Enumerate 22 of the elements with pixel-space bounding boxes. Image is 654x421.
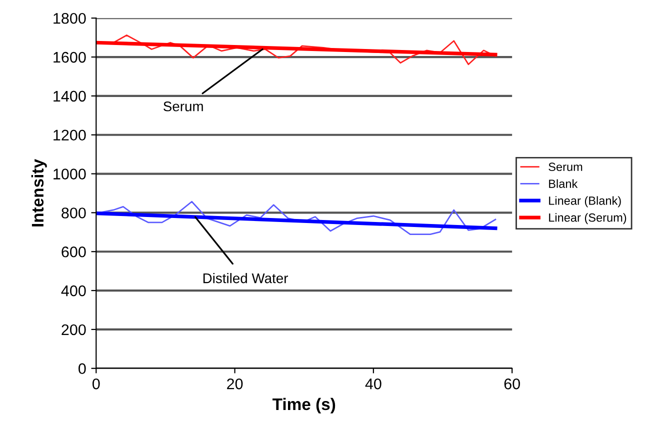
y-tick-label: 0	[78, 363, 86, 374]
y-tick-label: 1200	[54, 130, 86, 141]
y-tick-label: 1800	[54, 12, 86, 24]
x-tick-label: 0	[92, 378, 100, 390]
x-tick-label: 60	[504, 378, 520, 390]
legend-label: Blank	[549, 179, 578, 188]
y-tick-label: 1000	[54, 168, 86, 180]
x-axis-title: Time (s)	[272, 398, 336, 414]
y-tick-label: 200	[62, 324, 86, 336]
y-tick-label: 1400	[54, 90, 86, 102]
annotation: Serum	[164, 101, 203, 112]
x-tick-label: 20	[227, 378, 243, 390]
x-tick-label: 40	[365, 378, 382, 390]
y-axis-title: Intensity	[31, 159, 47, 226]
y-tick-label: 1600	[54, 52, 86, 63]
annotation: Distiled Water	[203, 273, 288, 284]
legend-label: Linear (Serum)	[549, 213, 626, 224]
y-tick-label: 600	[62, 246, 86, 258]
y-tick-label: 400	[61, 285, 86, 296]
legend-label: Serum	[548, 162, 582, 172]
legend-label: Linear (Blank)	[549, 196, 621, 208]
y-tick-label: 800	[62, 208, 86, 218]
